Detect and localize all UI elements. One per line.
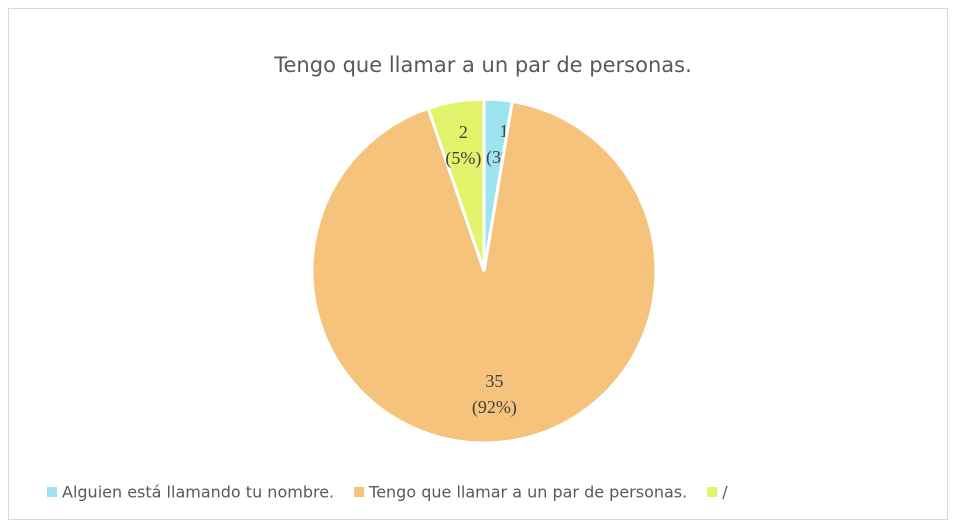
legend-label: / — [722, 483, 728, 502]
legend-swatch — [354, 487, 365, 497]
data-label-line: 1 — [500, 121, 509, 141]
pie-slice — [426, 97, 486, 272]
data-label-line: 35 — [485, 371, 503, 391]
legend-label: Tengo que llamar a un par de personas. — [368, 483, 687, 502]
pie-slice — [310, 99, 658, 445]
legend-swatch — [47, 487, 57, 497]
legend-label: Alguien está llamando tu nombre. — [62, 483, 334, 502]
data-label: 2 (5%) — [445, 122, 481, 169]
data-label-line: (5%) — [445, 148, 481, 169]
data-label-line: 2 — [459, 122, 468, 142]
legend-swatch — [707, 487, 718, 497]
data-label: 35 (92%) — [472, 371, 517, 418]
chart-title: Tengo que llamar a un par de personas. — [273, 53, 692, 77]
data-label-line: (92%) — [472, 397, 517, 418]
